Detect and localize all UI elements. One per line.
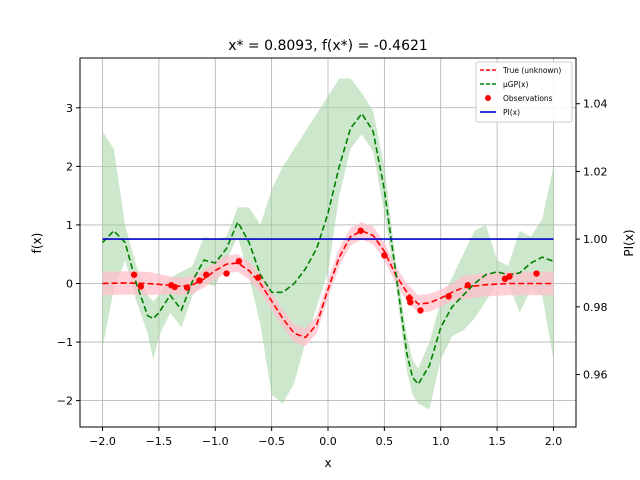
y-axis-ticks: −2 −1 0 1 2 3 [57, 102, 80, 408]
x-tick-label: 1.5 [488, 435, 506, 448]
observation-point [254, 274, 262, 281]
observation-point [171, 283, 178, 291]
observation-point [235, 258, 243, 265]
x-tick-label: −1.0 [202, 435, 229, 448]
observation-point [506, 273, 513, 280]
observation-point [137, 283, 145, 290]
observation-point [203, 271, 210, 278]
observation-point [130, 271, 138, 278]
legend: True (unknown) μGP(x) Observations PI(x) [475, 61, 573, 123]
observation-point [445, 293, 452, 300]
x-tick-label: 0.5 [376, 435, 394, 448]
y-tick-label: 3 [66, 102, 73, 115]
uncertainty-band [102, 222, 554, 347]
series-lines [101, 112, 554, 386]
x-tick-label: −0.5 [258, 435, 285, 448]
observation-points [130, 227, 540, 314]
y2-tick-label: 0.96 [583, 369, 608, 382]
y-axis-label: f(x) [30, 233, 44, 254]
y2-tick-label: 1.00 [583, 233, 608, 246]
uncertainty-bands [102, 78, 554, 410]
legend-box [475, 61, 573, 123]
x-axis-label: x [324, 456, 331, 470]
y2-tick-label: 0.98 [583, 301, 608, 314]
legend-label: Observations [503, 94, 553, 103]
y-tick-label: −1 [57, 336, 73, 349]
y2-tick-label: 1.02 [583, 165, 608, 178]
x-tick-label: 0.0 [319, 435, 337, 448]
observation-point [357, 227, 364, 234]
observation-point [196, 277, 203, 284]
y2-axis-label: PI(x) [622, 229, 636, 256]
x-tick-label: −1.5 [146, 435, 173, 448]
series-line [102, 229, 554, 339]
observation-point [223, 270, 230, 277]
y2-axis-ticks: 0.96 0.98 1.00 1.02 1.04 [576, 98, 608, 382]
y-tick-label: 1 [66, 219, 73, 232]
x-tick-label: −2.0 [89, 435, 116, 448]
observation-point [464, 282, 471, 289]
observation-point [407, 299, 414, 306]
observation-point [417, 307, 424, 314]
uncertainty-band [102, 78, 554, 410]
legend-marker [485, 95, 491, 101]
legend-label: μGP(x) [503, 80, 528, 89]
y2-tick-label: 1.04 [583, 98, 608, 111]
x-tick-label: 1.0 [432, 435, 450, 448]
y-tick-label: 0 [66, 278, 73, 291]
observation-point [381, 252, 388, 259]
y-tick-label: 2 [66, 160, 73, 173]
observation-point [183, 284, 191, 291]
x-axis-ticks: −2.0 −1.5 −1.0 −0.5 0.0 0.5 1.0 1.5 2.0 [89, 427, 562, 448]
observation-point [533, 270, 540, 277]
series-line [101, 112, 554, 386]
legend-label: True (unknown) [502, 66, 561, 75]
x-tick-label: 2.0 [545, 435, 563, 448]
y-tick-label: −2 [57, 395, 73, 408]
legend-label: PI(x) [503, 108, 520, 117]
chart-title: x* = 0.8093, f(x*) = -0.4621 [228, 38, 428, 54]
